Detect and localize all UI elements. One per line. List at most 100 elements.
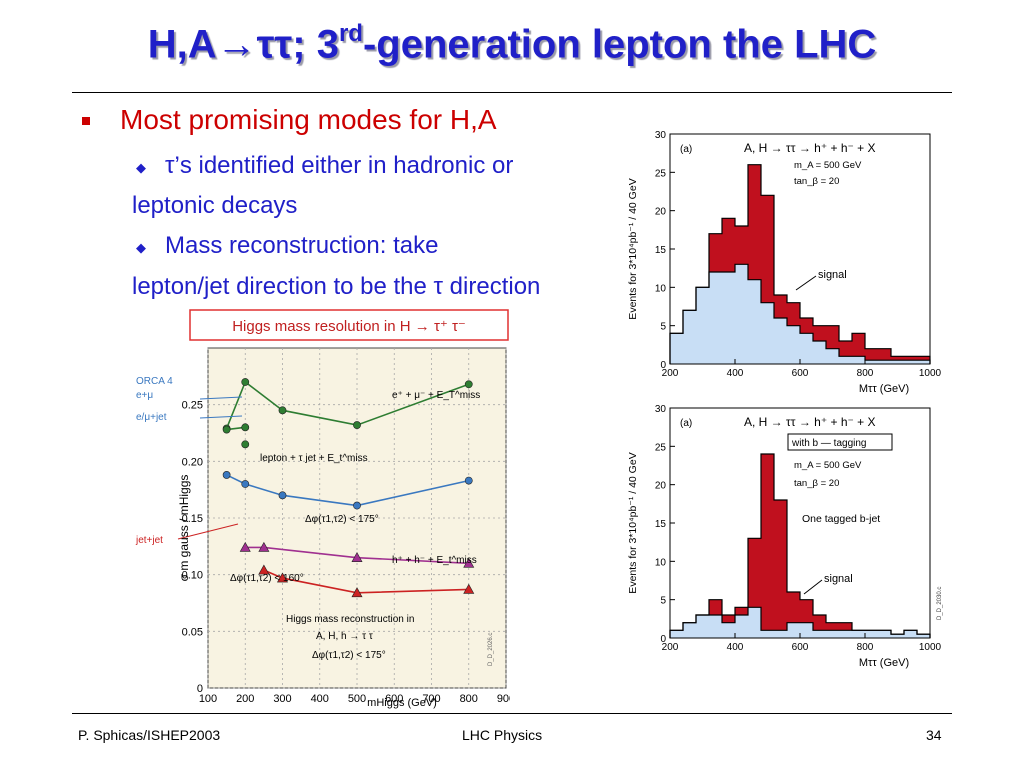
data-point <box>278 491 287 500</box>
y-tick-label: 5 <box>660 322 666 333</box>
x-tick-label: 800 <box>857 368 874 379</box>
y-tick-label: 0.25 <box>182 400 203 412</box>
slide-title: H,A→ττ; 3rd-generation lepton the LHC <box>0 20 1024 67</box>
background-bar <box>917 360 930 364</box>
btag-note: with b — tagging <box>791 438 867 449</box>
diamond-bullet-icon: ◆ <box>136 240 146 255</box>
background-bar <box>670 630 683 638</box>
y-tick-label: 0 <box>660 634 666 645</box>
data-point <box>351 552 363 562</box>
title-rest: -generation lepton the LHC <box>362 22 877 67</box>
legend-orca: ORCA 4 <box>136 376 173 387</box>
background-bar <box>813 630 826 638</box>
background-bar <box>891 360 904 364</box>
chart-title: Higgs mass resolution in H → τ⁺ τ⁻ <box>232 318 466 335</box>
sub-bullet-2-line2: lepton/jet direction to be the τ directi… <box>132 273 541 300</box>
x-tick-label: 700 <box>422 693 440 705</box>
footer-author: P. Sphicas/ISHEP2003 <box>78 727 221 743</box>
y-tick-label: 25 <box>655 168 667 179</box>
x-tick-label: 100 <box>199 693 217 705</box>
background-bar <box>761 302 774 364</box>
title-main: H,A→ττ; 3 <box>147 22 339 67</box>
diamond-bullet-icon: ◆ <box>136 160 146 175</box>
x-tick-label: 300 <box>273 693 291 705</box>
mass-resolution-chart: Higgs mass resolution in H → τ⁺ τ⁻ 100 20… <box>135 309 515 709</box>
data-point <box>464 380 473 389</box>
y-tick-label: 0.15 <box>182 513 203 525</box>
legend-ejet: e/μ+jet <box>136 412 167 423</box>
data-point <box>241 440 250 449</box>
figure-code: D_D_2026.c <box>488 633 494 666</box>
background-bar <box>839 630 852 638</box>
y-axis-label: Events for 3*10⁴pb⁻¹ / 40 GeV <box>627 178 639 319</box>
y-tick-label: 0.20 <box>182 456 203 468</box>
x-tick-label: 200 <box>236 693 254 705</box>
y-tick-label: 10 <box>655 557 667 568</box>
annotation-reco-1: Higgs mass reconstruction in <box>286 614 414 625</box>
background-bar <box>696 615 709 638</box>
background-bar <box>670 333 683 364</box>
background-bar <box>787 325 800 364</box>
histogram-bottom-chart: 200 400 600 800 1000 0 5 10 15 20 25 30 Events for 3… <box>627 404 943 669</box>
background-bar <box>722 622 735 638</box>
background-bar <box>683 622 696 638</box>
sub-bullet-1-line2: leptonic decays <box>132 192 298 219</box>
chart-title-box <box>189 309 509 341</box>
x-tick-label: 600 <box>792 642 809 653</box>
x-tick-label: 600 <box>385 693 403 705</box>
x-tick-label: 600 <box>792 368 809 379</box>
histogram-top-figure: 200 400 600 800 1000 0 5 10 15 20 25 30 Events for 3… <box>622 124 952 400</box>
background-bar <box>696 287 709 364</box>
background-bar <box>709 615 722 638</box>
data-point <box>353 421 361 429</box>
mass-resolution-figure: Higgs mass resolution in H → τ⁺ τ⁻ 100 20… <box>130 306 515 712</box>
signal-arrow <box>795 275 817 291</box>
process-label: A, H → ττ → h⁺ + h⁻ + X <box>744 415 876 429</box>
background-bar <box>852 630 865 638</box>
y-axis-label: σ m gauss / mHiggs <box>177 475 191 582</box>
x-tick-label: 1000 <box>919 642 942 653</box>
y-tick-label: 25 <box>655 442 667 453</box>
background-bar <box>774 318 787 364</box>
background-bar <box>735 264 748 364</box>
annotation-dphi160: Δφ(τ1,τ2) < 160° <box>230 573 304 584</box>
data-point <box>241 378 250 386</box>
signal-label: signal <box>824 573 853 585</box>
data-point <box>278 406 287 415</box>
sub-bullet-2-line1: Mass reconstruction: take <box>165 232 439 259</box>
x-tick-label: 500 <box>348 693 366 705</box>
btag-box <box>787 433 893 451</box>
background-bar <box>826 348 839 364</box>
data-point <box>463 557 475 568</box>
y-tick-label: 0 <box>197 683 203 695</box>
data-point <box>239 541 251 552</box>
y-axis-label: Events for 3*10⁴pb⁻¹ / 40 GeV <box>627 452 639 593</box>
data-point <box>258 564 270 575</box>
legend-jetjet-arrow <box>177 523 239 540</box>
annotation-emu: e⁺ + μ⁻ + E_T^miss <box>392 390 480 401</box>
background-bar <box>761 630 774 638</box>
background-bar <box>865 630 878 638</box>
title-superscript: rd <box>338 20 363 47</box>
signal-bar <box>761 454 774 638</box>
x-tick-label: 400 <box>727 368 744 379</box>
x-tick-label: 400 <box>727 642 744 653</box>
x-tick-label: 200 <box>662 642 679 653</box>
signal-bar <box>774 500 787 638</box>
tanbeta-note: tan_β = 20 <box>794 176 839 187</box>
sub-bullet-1-line1: τ’s identified either in hadronic or <box>165 152 514 179</box>
background-bar <box>683 310 696 364</box>
background-bar <box>878 360 891 364</box>
panel-label: (a) <box>680 418 692 429</box>
y-tick-label: 0.10 <box>182 570 203 582</box>
data-point <box>222 425 231 434</box>
legend-ejet-arrow <box>199 415 243 419</box>
y-tick-label: 5 <box>660 596 666 607</box>
y-tick-label: 10 <box>655 283 667 294</box>
data-point <box>222 471 231 479</box>
y-tick-label: 30 <box>655 404 667 415</box>
legend-jetjet: jet+jet <box>135 535 163 546</box>
annotation-reco-2: A, H, h → τ τ <box>316 631 373 642</box>
y-tick-label: 0.05 <box>182 626 203 638</box>
x-axis-label: Mττ (GeV) <box>859 383 909 395</box>
